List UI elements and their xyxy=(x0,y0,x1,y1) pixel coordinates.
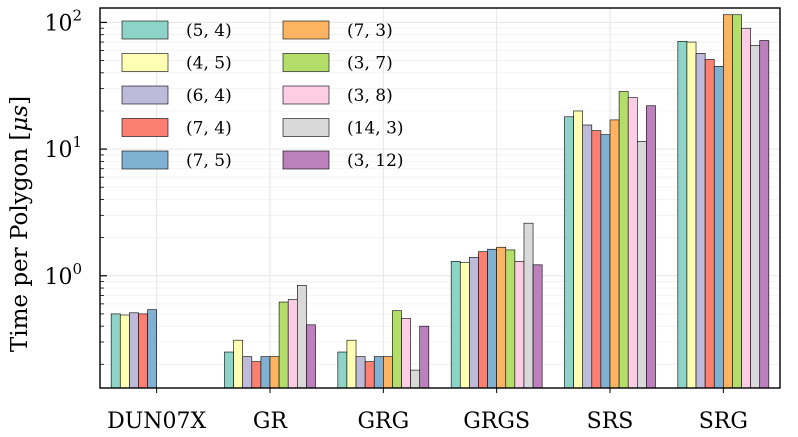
bar xyxy=(627,97,638,389)
x-tick-label: SRS xyxy=(587,409,634,434)
bar xyxy=(346,339,357,389)
bar xyxy=(618,91,629,389)
bar xyxy=(496,246,507,389)
bar xyxy=(750,44,761,389)
bar xyxy=(600,134,611,389)
bar xyxy=(242,356,253,389)
bar xyxy=(532,264,543,389)
bar xyxy=(591,130,602,389)
legend: (5, 4) (4, 5) (6, 4) (7, 4) (7, 5) (7, 3) (3, … xyxy=(121,20,404,171)
bar xyxy=(564,116,574,389)
legend-swatch xyxy=(282,20,330,40)
bar xyxy=(287,299,298,389)
legend-label: (3, 12) xyxy=(347,151,404,171)
y-tick-label: 100 xyxy=(44,260,82,290)
legend-swatch xyxy=(282,150,330,170)
bar xyxy=(278,301,289,389)
bar xyxy=(723,14,733,389)
bar xyxy=(147,309,157,389)
legend-label: (14, 3) xyxy=(347,119,404,139)
legend-label: (4, 5) xyxy=(186,54,232,74)
bar xyxy=(704,59,715,389)
bar xyxy=(732,14,742,389)
x-tick-label: GRG xyxy=(357,409,409,434)
bar xyxy=(450,261,461,389)
legend-label: (6, 4) xyxy=(186,86,232,106)
bar xyxy=(487,248,497,389)
bar xyxy=(609,119,620,389)
x-tick-label: GR xyxy=(253,409,289,434)
legend-swatch xyxy=(121,150,169,170)
legend-swatch xyxy=(282,85,330,105)
y-axis-title: Time per Polygon [μs] xyxy=(7,96,33,352)
bar xyxy=(138,313,148,389)
legend-label: (3, 8) xyxy=(347,86,393,106)
bar xyxy=(713,66,724,389)
bar xyxy=(677,40,688,389)
bar xyxy=(306,324,316,389)
y-axis-title-unit: μs xyxy=(7,105,33,132)
legend-label: (3, 7) xyxy=(347,54,393,74)
bar xyxy=(686,41,697,389)
bar xyxy=(646,105,656,389)
legend-label: (7, 5) xyxy=(186,151,232,171)
bar xyxy=(582,124,593,389)
bar xyxy=(383,356,393,389)
bar xyxy=(514,261,525,389)
y-tick-label: 102 xyxy=(44,6,82,36)
bar xyxy=(505,249,516,389)
bar xyxy=(224,351,234,389)
bar xyxy=(119,314,130,389)
bar xyxy=(337,351,348,389)
bar xyxy=(695,53,706,389)
bar xyxy=(364,361,375,389)
bar xyxy=(573,110,583,389)
legend-swatch xyxy=(121,20,169,40)
x-tick-label: GRGS xyxy=(463,409,530,434)
bar xyxy=(260,356,271,389)
legend-swatch xyxy=(121,85,169,105)
bar xyxy=(419,325,430,389)
bar xyxy=(478,251,488,389)
legend-swatch xyxy=(282,53,330,72)
y-tick-label: 101 xyxy=(44,133,82,163)
bar xyxy=(741,27,751,389)
bar xyxy=(410,369,421,389)
x-tick-label: SRG xyxy=(699,409,748,434)
bar xyxy=(636,141,647,389)
legend-label: (7, 3) xyxy=(347,21,393,41)
bar xyxy=(392,310,402,389)
bar xyxy=(355,356,366,389)
legend-label: (7, 4) xyxy=(186,119,232,139)
bar xyxy=(523,222,534,389)
bar xyxy=(129,312,139,389)
x-tick-label: DUN07X xyxy=(107,409,206,434)
y-axis-title-text: Time per Polygon [ xyxy=(7,132,33,352)
bar xyxy=(759,40,770,389)
bar xyxy=(469,256,479,389)
plot-frame xyxy=(99,7,781,389)
legend-swatch xyxy=(282,118,330,137)
bar xyxy=(401,318,411,389)
y-axis-title-close: ] xyxy=(7,96,33,105)
legend-swatch xyxy=(121,118,169,137)
bar xyxy=(373,356,384,389)
bar xyxy=(459,262,470,389)
grid-layer xyxy=(100,8,780,388)
bar xyxy=(251,361,262,389)
legend-label: (5, 4) xyxy=(186,21,232,41)
bar xyxy=(296,285,307,389)
bar xyxy=(269,356,280,389)
bar xyxy=(233,339,244,389)
legend-swatch xyxy=(121,53,169,72)
axes-layer: DUN07X GR GRG GRGS SRS SRG 100 101 102 xyxy=(44,6,747,434)
bar xyxy=(110,313,121,389)
